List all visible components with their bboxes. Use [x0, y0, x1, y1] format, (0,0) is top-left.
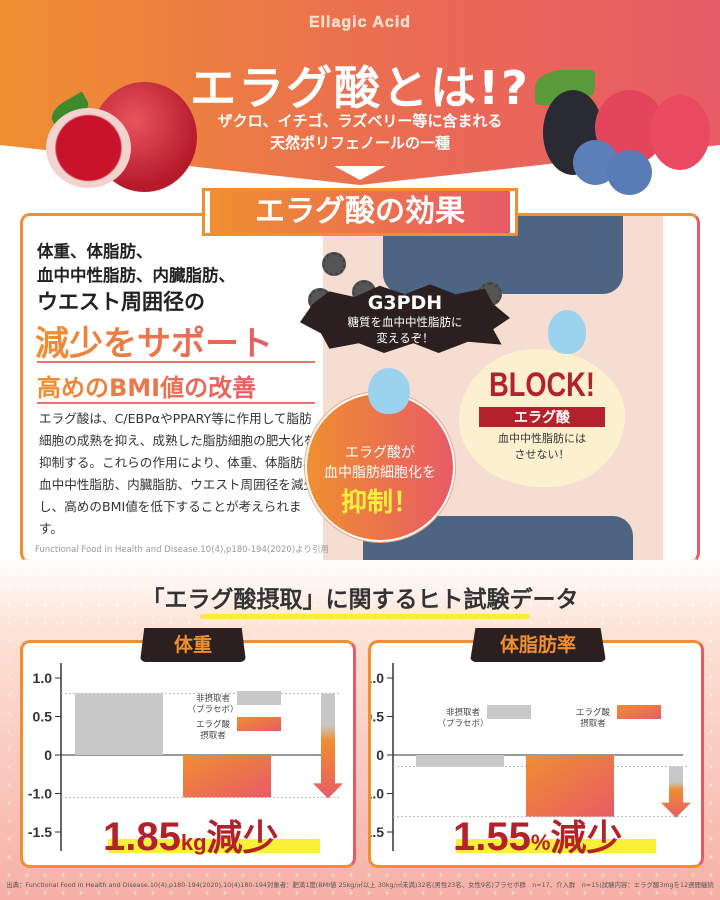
description: エラグ酸は、C/EBPαやPPARY等に作用して脂肪細胞の成熟を抑え、成熟した脂… — [39, 411, 317, 536]
english-title: Ellagic Acid — [308, 14, 412, 31]
lead-line1: 体重、体脂肪、 — [37, 242, 153, 261]
bar-placebo — [75, 693, 163, 755]
weight-chart-card: 1.0 0.5 0 -1.0 -1.5 非摂取者 （プラセボ） エラグ酸 摂取者 1.85kg減少 — [20, 640, 356, 868]
g3pdh-title: G3PDH — [367, 292, 443, 314]
footnote: 出典：Functional Food in Health and Disease… — [6, 881, 714, 889]
result-part: % — [531, 830, 551, 855]
legend-label: 摂取者 — [200, 730, 226, 740]
y-tick-label: -1.5 — [28, 824, 52, 840]
legend-swatch — [237, 691, 281, 705]
g3pdh-line2: 変えるぞ！ — [376, 331, 434, 345]
block-label: エラグ酸 — [479, 407, 605, 427]
highlight-bar — [456, 839, 656, 853]
mascot-broom-icon — [548, 310, 586, 354]
legend-label: エラグ酸 — [576, 707, 611, 717]
y-tick-label: 0.5 — [33, 709, 53, 725]
berries-image — [525, 60, 720, 195]
legend-label: エラグ酸 — [196, 719, 231, 729]
divider — [37, 361, 315, 363]
bar-ellagic — [526, 755, 614, 817]
down-arrow-icon — [661, 766, 691, 818]
subtitle-line1: ザクロ、イチゴ、ラズベリー等に含まれる — [217, 112, 503, 130]
y-tick-label: 0.5 — [371, 709, 384, 725]
legend-label: 非摂取者 — [446, 707, 481, 717]
legend-swatch — [237, 717, 281, 731]
y-tick-label: 1.0 — [371, 670, 384, 686]
legend-label: （プラセボ） — [187, 704, 238, 714]
highlight-reduction: 減少をサポート — [35, 316, 273, 365]
result-part: 1.85 — [103, 815, 181, 859]
g3pdh-burst — [300, 284, 510, 353]
result-text: 1.85kg減少 — [103, 815, 279, 859]
result-text: 1.55%減少 — [453, 815, 622, 859]
pomegranate-image — [10, 60, 200, 192]
effects-section-title: エラグ酸の効果 — [202, 188, 518, 236]
result-part: 減少 — [550, 817, 622, 858]
result-part: 1.55 — [453, 815, 531, 859]
virus-icon — [322, 252, 346, 276]
bar-ellagic — [183, 755, 271, 798]
lead-line2: 血中中性脂肪、内臓脂肪、 — [37, 266, 235, 285]
title-underline — [200, 614, 530, 619]
page-title: エラグ酸とは!? — [190, 61, 530, 115]
y-tick-label: 0 — [44, 747, 52, 763]
highlight-bar — [108, 839, 320, 853]
legend-label: （プラセボ） — [437, 718, 488, 728]
y-tick-label: -1.5 — [371, 824, 384, 840]
block-cloud: BLOCK! エラグ酸 血中中性脂肪には させない！ — [462, 352, 622, 484]
y-tick-label: 1.0 — [33, 670, 53, 686]
divider — [37, 402, 315, 404]
g3pdh-line1: 糖質を血中中性脂肪に — [347, 315, 463, 329]
citation: Functional Food in Health and Disease.10… — [35, 545, 329, 555]
g3pdh-text: G3PDH 糖質を血中中性脂肪に 変えるぞ！ — [300, 292, 510, 346]
suppress-circle: エラグ酸が 血中脂肪細胞化を 抑制！ — [305, 392, 455, 542]
mascot-icon — [368, 368, 410, 414]
y-tick-label: 0 — [376, 747, 384, 763]
y-tick-label: -1.0 — [28, 786, 52, 802]
legend-swatch — [617, 705, 661, 719]
weight-chart-title: 体重 — [140, 628, 246, 662]
result-part: kg — [181, 830, 207, 855]
result-part: 減少 — [207, 817, 279, 858]
down-arrow-icon — [334, 166, 386, 180]
suppress-line3: 抑制！ — [340, 488, 419, 518]
down-arrow-icon — [313, 693, 343, 799]
legend-swatch — [487, 705, 531, 719]
y-tick-label: -1.0 — [371, 786, 384, 802]
bodyfat-chart-title: 体脂肪率 — [470, 628, 606, 662]
lead-line3: ウエスト周囲径の — [37, 290, 205, 314]
block-line2: させない！ — [514, 448, 570, 461]
data-section-title: 「エラグ酸摂取」に関するヒト試験データ — [141, 587, 579, 613]
suppress-line2: 血中脂肪細胞化を — [324, 465, 436, 481]
block-line1: 血中中性脂肪には — [498, 432, 586, 445]
legend-label: 非摂取者 — [196, 693, 231, 703]
block-title: BLOCK! — [489, 366, 595, 404]
suppress-line1: エラグ酸が — [345, 445, 415, 461]
legend-label: 摂取者 — [580, 718, 606, 728]
highlight-bmi: 高めのBMI値の改善 — [37, 368, 256, 403]
bar-placebo — [416, 755, 504, 767]
subtitle-line2: 天然ポリフェノールの一種 — [269, 134, 450, 152]
